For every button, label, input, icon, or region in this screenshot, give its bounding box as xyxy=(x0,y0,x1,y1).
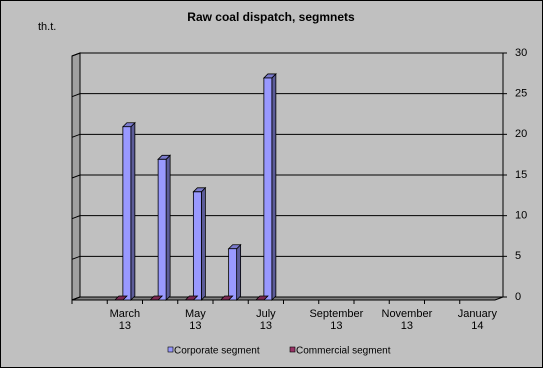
bar xyxy=(262,72,277,301)
grid-line xyxy=(71,255,503,260)
bar-face xyxy=(236,243,242,301)
bar xyxy=(157,154,172,301)
bar-face xyxy=(228,248,238,301)
y-tick-label: 30 xyxy=(515,47,527,59)
legend-label: Corporate segment xyxy=(174,346,260,357)
bar-face xyxy=(192,191,202,301)
x-tick-label: January 14 xyxy=(457,308,497,332)
bar xyxy=(149,295,164,301)
x-tick-label: July 13 xyxy=(256,308,276,332)
bar xyxy=(227,243,242,301)
x-tick-label: May 13 xyxy=(184,308,206,332)
bar xyxy=(219,295,234,301)
grid-line xyxy=(71,133,503,138)
bar-face xyxy=(263,77,273,301)
legend-swatch xyxy=(289,346,296,353)
y-axis-label: th.t. xyxy=(38,21,56,33)
grid-line xyxy=(71,174,503,179)
bar-face xyxy=(130,121,136,301)
y-tick-label: 10 xyxy=(515,210,527,222)
x-tick-label: September 13 xyxy=(309,308,364,332)
bar-face xyxy=(165,154,171,301)
bar xyxy=(254,295,269,301)
x-tick-label: November 13 xyxy=(381,308,433,332)
bar-face xyxy=(271,72,277,301)
chart-title: Raw coal dispatch, segmnets xyxy=(187,10,355,24)
y-tick-label: 20 xyxy=(515,128,527,140)
grid-line xyxy=(71,215,503,220)
bar-face xyxy=(157,158,167,301)
legend-label: Commercial segment xyxy=(296,346,391,357)
bar xyxy=(121,121,136,301)
bar-face xyxy=(122,126,132,301)
bar xyxy=(184,295,199,301)
grid-line xyxy=(71,93,503,98)
y-tick-label: 15 xyxy=(515,169,527,181)
x-tick-label: March 13 xyxy=(109,308,141,332)
bar-face xyxy=(200,186,206,301)
y-tick-label: 25 xyxy=(515,88,527,100)
y-tick-label: 0 xyxy=(515,291,521,303)
legend-swatch xyxy=(167,346,174,353)
bar xyxy=(192,186,207,301)
grid-line xyxy=(71,52,503,57)
y-tick-label: 5 xyxy=(515,250,521,262)
bar xyxy=(113,295,128,301)
grid-line xyxy=(71,296,503,301)
